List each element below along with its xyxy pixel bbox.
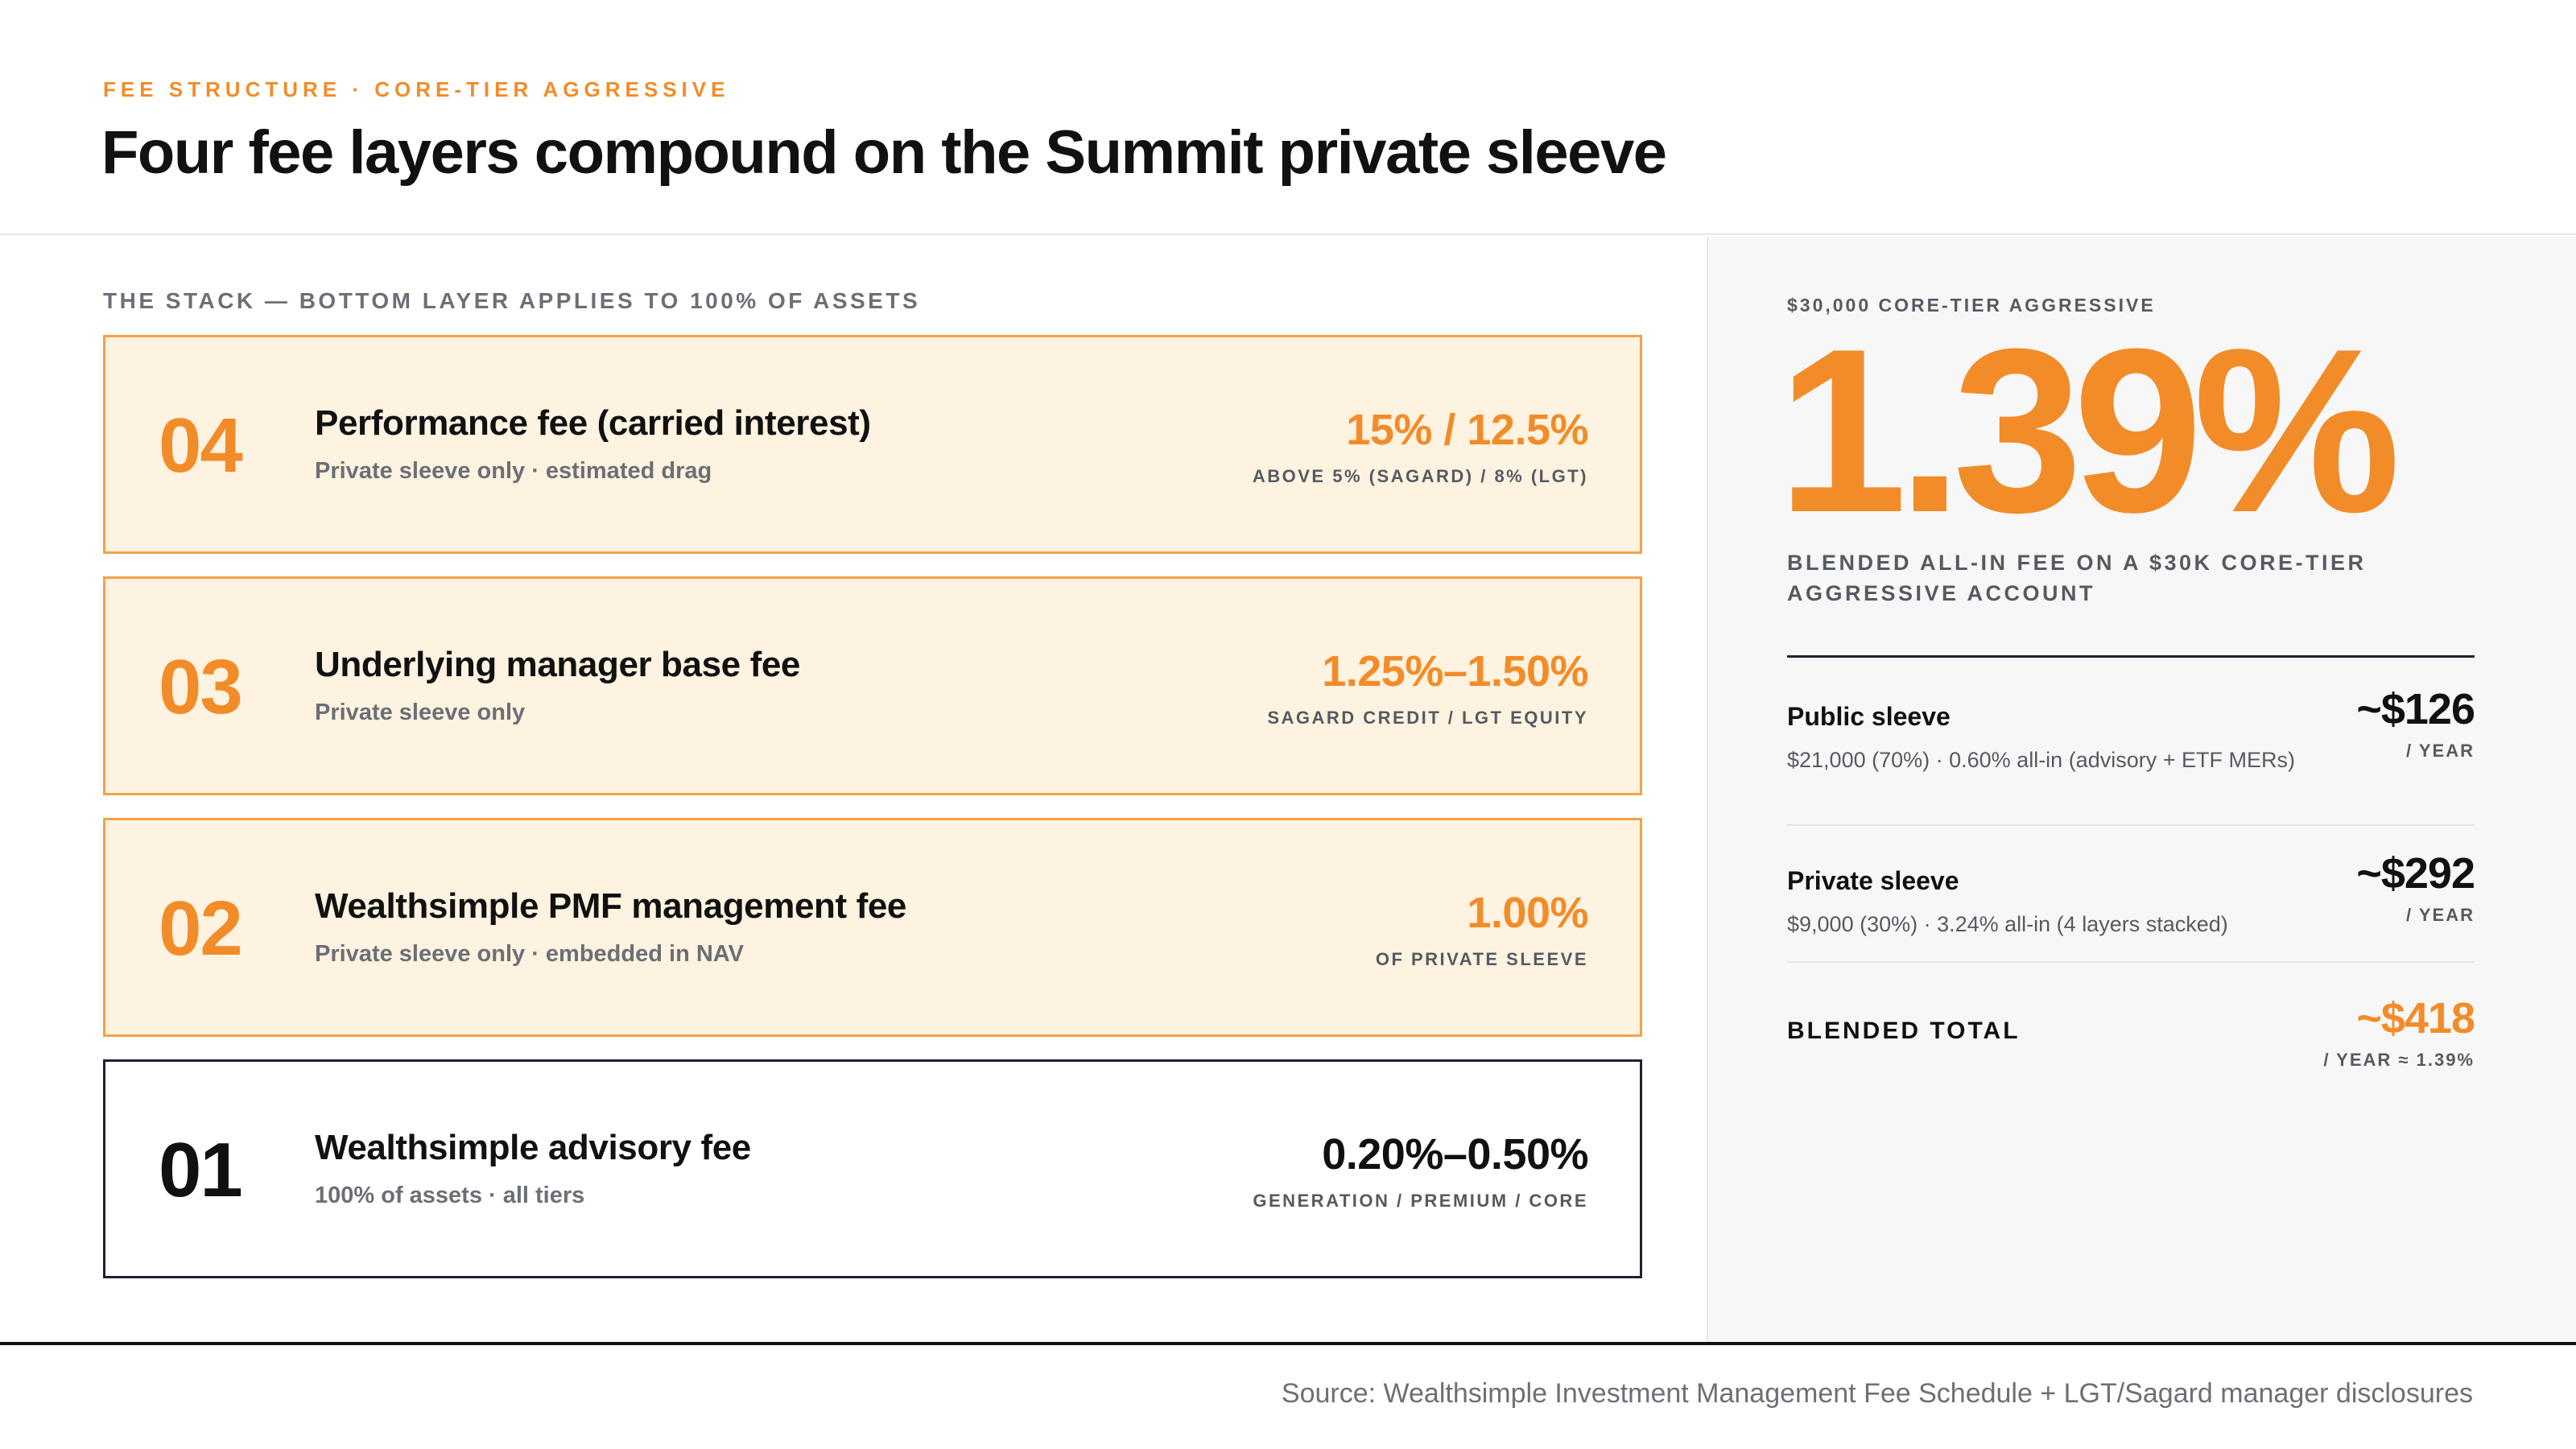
layer-name: Performance fee (carried interest)	[315, 403, 871, 443]
layer-name: Underlying manager base fee	[315, 645, 800, 684]
page-title: Four fee layers compound on the Summit p…	[101, 118, 1667, 187]
blended-fee-caption: BLENDED ALL-IN FEE ON A $30K CORE-TIER A…	[1787, 551, 2367, 605]
layer-description: Private sleeve only · estimated drag	[315, 458, 712, 484]
layer-rate-note: OF PRIVATE SLEEVE	[1375, 949, 1588, 969]
header: FEE STRUCTURE · CORE-TIER AGGRESSIVE Fou…	[0, 0, 2576, 235]
summary-panel: $30,000 CORE-TIER AGGRESSIVE 1.39% BLEND…	[1707, 237, 2576, 1343]
layer-description: Private sleeve only · embedded in NAV	[315, 941, 744, 967]
layer-number: 04	[159, 402, 243, 489]
divider	[1787, 655, 2475, 658]
stack-label: THE STACK — BOTTOM LAYER APPLIES TO 100%…	[103, 288, 921, 313]
source-note: Source: Wealthsimple Investment Manageme…	[1281, 1378, 2473, 1409]
layer-rate-note: SAGARD CREDIT / LGT EQUITY	[1267, 708, 1588, 728]
layer-rate: 0.20%–0.50%	[1322, 1130, 1588, 1179]
layer-description: Private sleeve only	[315, 700, 526, 725]
row-value: ~$418	[2356, 994, 2475, 1042]
row-period: / YEAR ≈ 1.39%	[2323, 1050, 2475, 1070]
footer-divider	[0, 1342, 2576, 1345]
layer-rate: 15% / 12.5%	[1346, 406, 1588, 454]
row-name: BLENDED TOTAL	[1787, 1018, 2021, 1044]
row-period: / YEAR	[2406, 741, 2475, 761]
fee-layer-02: 02 Wealthsimple PMF management fee Priva…	[103, 818, 1642, 1037]
layer-rate-note: ABOVE 5% (SAGARD) / 8% (LGT)	[1252, 466, 1588, 486]
row-name: Public sleeve	[1787, 702, 1951, 731]
row-name: Private sleeve	[1787, 866, 1959, 895]
row-value: ~$292	[2356, 849, 2475, 898]
layer-name: Wealthsimple advisory fee	[315, 1128, 751, 1167]
fee-layer-03: 03 Underlying manager base fee Private s…	[103, 576, 1642, 795]
row-description: $9,000 (30%) · 3.24% all-in (4 layers st…	[1787, 912, 2228, 936]
fee-layer-01: 01 Wealthsimple advisory fee 100% of ass…	[103, 1059, 1642, 1278]
layer-name: Wealthsimple PMF management fee	[315, 886, 906, 926]
layer-rate: 1.00%	[1467, 889, 1588, 937]
divider	[1787, 961, 2475, 963]
summary-eyebrow: $30,000 CORE-TIER AGGRESSIVE	[1787, 295, 2156, 316]
layer-rate: 1.25%–1.50%	[1322, 647, 1588, 696]
row-description: $21,000 (70%) · 0.60% all-in (advisory +…	[1787, 748, 2295, 772]
fee-stack: THE STACK — BOTTOM LAYER APPLIES TO 100%…	[0, 237, 1707, 1343]
layer-description: 100% of assets · all tiers	[315, 1183, 585, 1208]
eyebrow-label: FEE STRUCTURE · CORE-TIER AGGRESSIVE	[103, 77, 730, 101]
divider	[1787, 824, 2475, 826]
fee-layer-04: 04 Performance fee (carried interest) Pr…	[103, 335, 1642, 554]
layer-number: 01	[159, 1127, 243, 1213]
layer-rate-note: GENERATION / PREMIUM / CORE	[1253, 1191, 1588, 1211]
blended-fee-value: 1.39%	[1777, 300, 2401, 561]
layer-number: 03	[159, 644, 243, 730]
layer-number: 02	[159, 886, 243, 972]
row-value: ~$126	[2356, 685, 2475, 733]
row-period: / YEAR	[2406, 905, 2475, 925]
